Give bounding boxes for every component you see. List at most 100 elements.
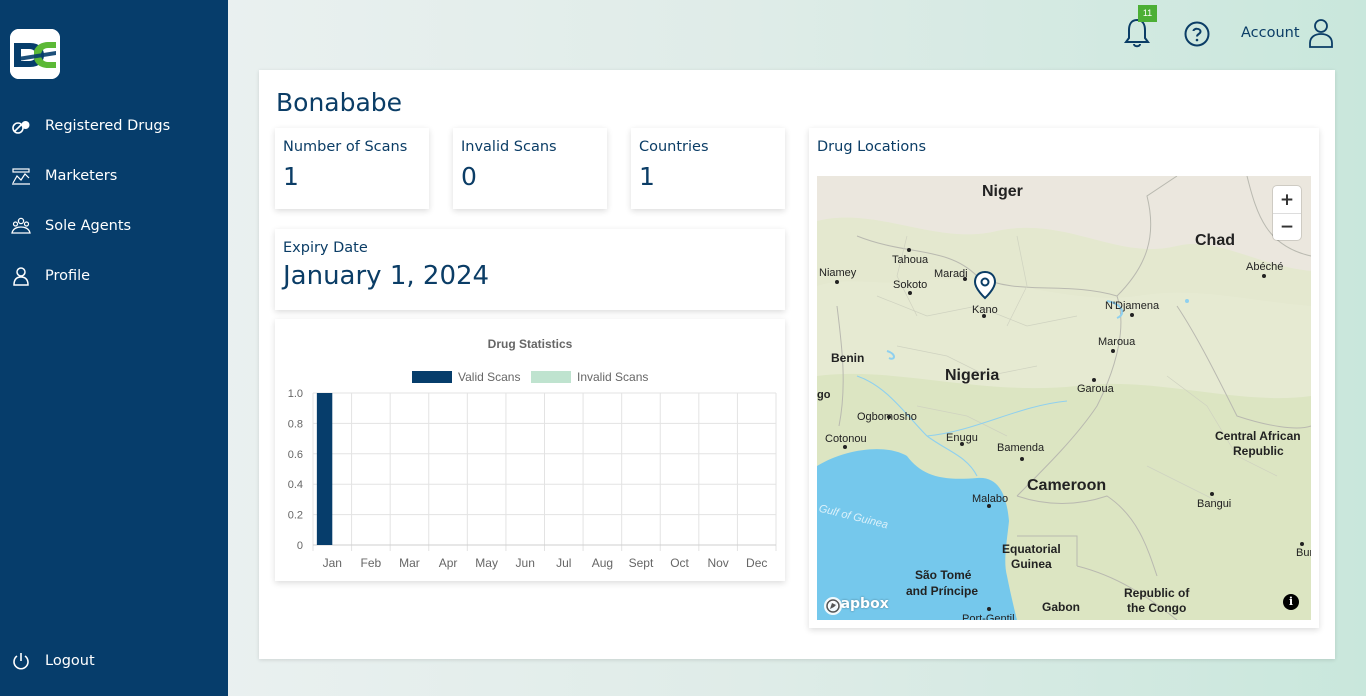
account-menu[interactable]: Account: [1241, 18, 1334, 48]
map-label: Central African: [1215, 429, 1301, 443]
logout-button[interactable]: Logout: [10, 649, 95, 673]
y-tick-label: 0.6: [288, 449, 303, 461]
x-tick-label: Mar: [399, 556, 420, 570]
map-label: Guinea: [1011, 557, 1052, 571]
location-pin-icon[interactable]: [973, 270, 997, 300]
legend-label: Valid Scans: [458, 370, 520, 384]
y-tick-label: 1.0: [288, 388, 303, 400]
y-tick-label: 0.4: [288, 479, 303, 491]
map-view[interactable]: Niger Chad Nigeria Cameroon Benin Centra…: [817, 176, 1311, 620]
x-tick-label: May: [475, 556, 498, 570]
y-tick-label: 0: [297, 540, 303, 552]
zoom-in-button[interactable]: +: [1273, 186, 1301, 213]
drug-statistics-chart: Drug Statistics Valid Scans Invalid Scans 0…: [275, 319, 785, 581]
x-tick-label: Dec: [746, 556, 767, 570]
chart-svg: Drug Statistics Valid Scans Invalid Scans 0…: [288, 337, 777, 570]
expiry-card: Expiry Date January 1, 2024: [275, 229, 785, 310]
notifications-button[interactable]: [1122, 16, 1152, 50]
map-label: the Congo: [1127, 601, 1186, 615]
chart-title: Drug Statistics: [488, 337, 573, 351]
drug-locations-card: Drug Locations: [809, 128, 1319, 628]
info-icon[interactable]: i: [1283, 594, 1299, 610]
map-label: N'Djamena: [1105, 300, 1160, 312]
map-label: Republic: [1233, 444, 1284, 458]
map-label: Nigeria: [945, 367, 999, 384]
x-tick-label: Sept: [629, 556, 654, 570]
agents-icon: [10, 215, 32, 237]
map-title: Drug Locations: [817, 139, 927, 155]
stat-value: 1: [639, 162, 655, 191]
page-title: Bonababe: [276, 88, 403, 117]
map-label: Niamey: [819, 267, 857, 279]
map-label: Maroua: [1098, 336, 1136, 348]
expiry-value: January 1, 2024: [283, 261, 490, 291]
x-tick-label: Oct: [670, 556, 689, 570]
stat-card-invalid: Invalid Scans 0: [453, 128, 607, 209]
y-tick-label: 0.8: [288, 418, 303, 430]
map-label: Abéché: [1246, 261, 1283, 273]
account-label: Account: [1241, 25, 1300, 41]
app-logo[interactable]: [10, 29, 60, 79]
user-icon: [1308, 19, 1333, 48]
sidebar-item-profile[interactable]: Profile: [10, 264, 90, 288]
map-label: Republic of: [1124, 586, 1190, 600]
stat-card-countries: Countries 1: [631, 128, 785, 209]
x-tick-label: Aug: [592, 556, 613, 570]
map-label: and Príncipe: [906, 584, 978, 598]
help-button[interactable]: [1184, 21, 1210, 47]
pills-icon: [10, 115, 32, 137]
zoom-out-button[interactable]: −: [1273, 213, 1301, 240]
notification-badge: 11: [1138, 5, 1157, 22]
stat-value: 1: [283, 162, 299, 191]
map-label: Bamenda: [997, 442, 1045, 454]
map-label: Ogbomosho: [857, 411, 917, 423]
stat-card-scans: Number of Scans 1: [275, 128, 429, 209]
map-label: go: [817, 389, 831, 401]
sidebar-item-sole-agents[interactable]: Sole Agents: [10, 214, 131, 238]
map-label: Port-Gentil: [962, 613, 1015, 620]
map-label: Malabo: [972, 493, 1008, 505]
sidebar-item-label: Sole Agents: [45, 218, 132, 234]
map-label: Enugu: [946, 432, 978, 444]
sidebar-item-label: Registered Drugs: [45, 118, 171, 134]
help-icon: [1184, 21, 1210, 47]
legend-label: Invalid Scans: [577, 370, 648, 384]
logout-label: Logout: [45, 653, 95, 669]
x-tick-label: Apr: [439, 556, 458, 570]
map-label: Maradi: [934, 268, 968, 280]
mapbox-icon: [824, 597, 842, 615]
stat-label: Number of Scans: [283, 139, 408, 155]
sidebar: Registered Drugs Marketers Sole Agents P…: [0, 0, 228, 696]
map-label: Sokoto: [893, 279, 927, 291]
x-tick-label: Jun: [516, 556, 535, 570]
logo-icon: [10, 29, 60, 79]
sidebar-item-label: Profile: [45, 268, 91, 284]
power-icon: [10, 650, 32, 672]
sidebar-item-marketers[interactable]: Marketers: [10, 164, 117, 188]
map-label: Cotonou: [825, 433, 867, 445]
map-label: Tahoua: [892, 254, 929, 266]
x-tick-label: Jan: [323, 556, 342, 570]
stat-label: Invalid Scans: [461, 139, 557, 155]
map-label: Bumb: [1296, 547, 1311, 559]
map-label: Bangui: [1197, 498, 1231, 510]
map-label: Garoua: [1077, 383, 1115, 395]
map-label: Cameroon: [1027, 477, 1106, 494]
expiry-label: Expiry Date: [283, 240, 368, 256]
x-tick-label: Nov: [707, 556, 728, 570]
map-label: Kano: [972, 304, 998, 316]
mapbox-logo[interactable]: mapbox: [823, 596, 889, 615]
bell-icon: [1124, 18, 1150, 48]
map-label: Chad: [1195, 232, 1235, 249]
sidebar-item-registered-drugs[interactable]: Registered Drugs: [10, 114, 170, 138]
user-icon: [10, 265, 32, 287]
stat-value: 0: [461, 162, 477, 191]
map-label: Equatorial: [1002, 542, 1061, 556]
map-zoom-controls: + −: [1273, 186, 1301, 240]
map-label: Benin: [831, 351, 864, 365]
map-label: Niger: [982, 183, 1023, 200]
legend-swatch: [531, 371, 571, 383]
y-tick-label: 0.2: [288, 510, 303, 522]
sidebar-item-label: Marketers: [45, 168, 118, 184]
x-tick-label: Feb: [361, 556, 382, 570]
